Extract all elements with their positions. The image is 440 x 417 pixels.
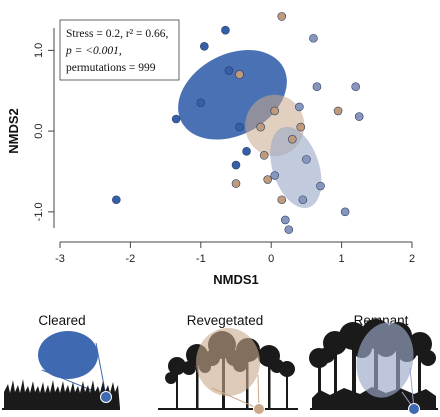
panel-ellipse-revegetated: [196, 328, 260, 396]
point-remnant: [280, 215, 290, 225]
point-revegetated: [277, 12, 287, 21]
stats-line-1: Stress = 0.2, r² = 0.66,: [66, 28, 168, 40]
panel-ellipse-cleared: [38, 331, 98, 379]
ellipse-remnant: [270, 126, 322, 209]
panel-pointer-cleared: [95, 342, 107, 397]
point-cleared: [221, 25, 230, 35]
stats-line-2: p = <0.001,: [65, 45, 122, 57]
point-remnant: [316, 181, 325, 191]
point-remnant: [312, 82, 322, 92]
point-remnant: [340, 207, 350, 217]
stats-box: Stress = 0.2, r² = 0.66, p = <0.001, per…: [59, 19, 180, 81]
habitat-panels: Cleared Revegetated: [2, 313, 438, 415]
panel-dot-cleared: [100, 391, 112, 403]
panel-label-cleared: Cleared: [38, 313, 85, 328]
grass-icon: [4, 379, 120, 408]
x-tick-label: 2: [409, 253, 415, 265]
x-tick-label: 1: [339, 253, 345, 265]
point-remnant: [284, 225, 294, 234]
point-cleared: [171, 114, 181, 124]
stats-box-frame: [59, 19, 180, 81]
point-revegetated: [270, 106, 280, 116]
panel-dot-remnant: [408, 403, 420, 415]
point-remnant: [298, 195, 308, 205]
point-cleared: [112, 195, 121, 205]
x-ticks: -3 -2 -1 0 1 2: [55, 242, 415, 265]
point-revegetated: [259, 151, 269, 160]
point-revegetated: [231, 179, 241, 188]
point-cleared: [231, 160, 241, 170]
point-remnant: [295, 102, 304, 112]
panel-label-revegetated: Revegetated: [187, 313, 264, 328]
point-revegetated: [256, 122, 265, 132]
points-layer: [112, 12, 364, 234]
point-remnant: [354, 112, 364, 121]
point-remnant: [270, 171, 280, 180]
point-cleared: [200, 42, 209, 51]
panel-pointer-remnant-2: [409, 367, 415, 410]
panel-pointer-revegetated: [211, 387, 260, 410]
point-revegetated: [277, 195, 287, 205]
ellipses-layer: [178, 49, 322, 209]
point-cleared: [235, 122, 244, 132]
stats-line-3: permutations = 999: [66, 62, 156, 74]
point-revegetated: [333, 106, 343, 116]
x-tick-label: 0: [268, 253, 274, 265]
axes-layer: [53, 28, 412, 243]
point-revegetated: [263, 175, 272, 184]
y-axis-title: NMDS2: [6, 108, 21, 154]
x-tick-label: -2: [126, 253, 136, 265]
point-remnant: [351, 82, 360, 92]
panel-revegetated: Revegetated: [158, 313, 298, 415]
point-cleared: [196, 98, 206, 108]
y-tick-label: -1.0: [33, 202, 45, 221]
panel-dot-revegetated: [253, 403, 265, 415]
point-cleared: [224, 66, 234, 75]
x-tick-label: -1: [196, 253, 206, 265]
panel-cleared: Cleared: [2, 313, 120, 410]
point-remnant: [302, 155, 311, 164]
y-tick-label: 0.0: [33, 123, 45, 138]
point-revegetated: [235, 70, 244, 79]
x-axis-title: NMDS1: [213, 272, 259, 287]
x-tick-label: -3: [55, 253, 65, 265]
point-revegetated: [288, 134, 297, 144]
point-cleared: [242, 146, 251, 156]
point-remnant: [309, 33, 318, 43]
point-revegetated: [296, 122, 306, 132]
panel-remnant: Remnant: [309, 313, 438, 415]
y-tick-label: 1.0: [33, 43, 45, 58]
y-ticks: -1.0 0.0 1.0: [33, 43, 54, 221]
panel-ellipse-remnant: [356, 322, 414, 398]
